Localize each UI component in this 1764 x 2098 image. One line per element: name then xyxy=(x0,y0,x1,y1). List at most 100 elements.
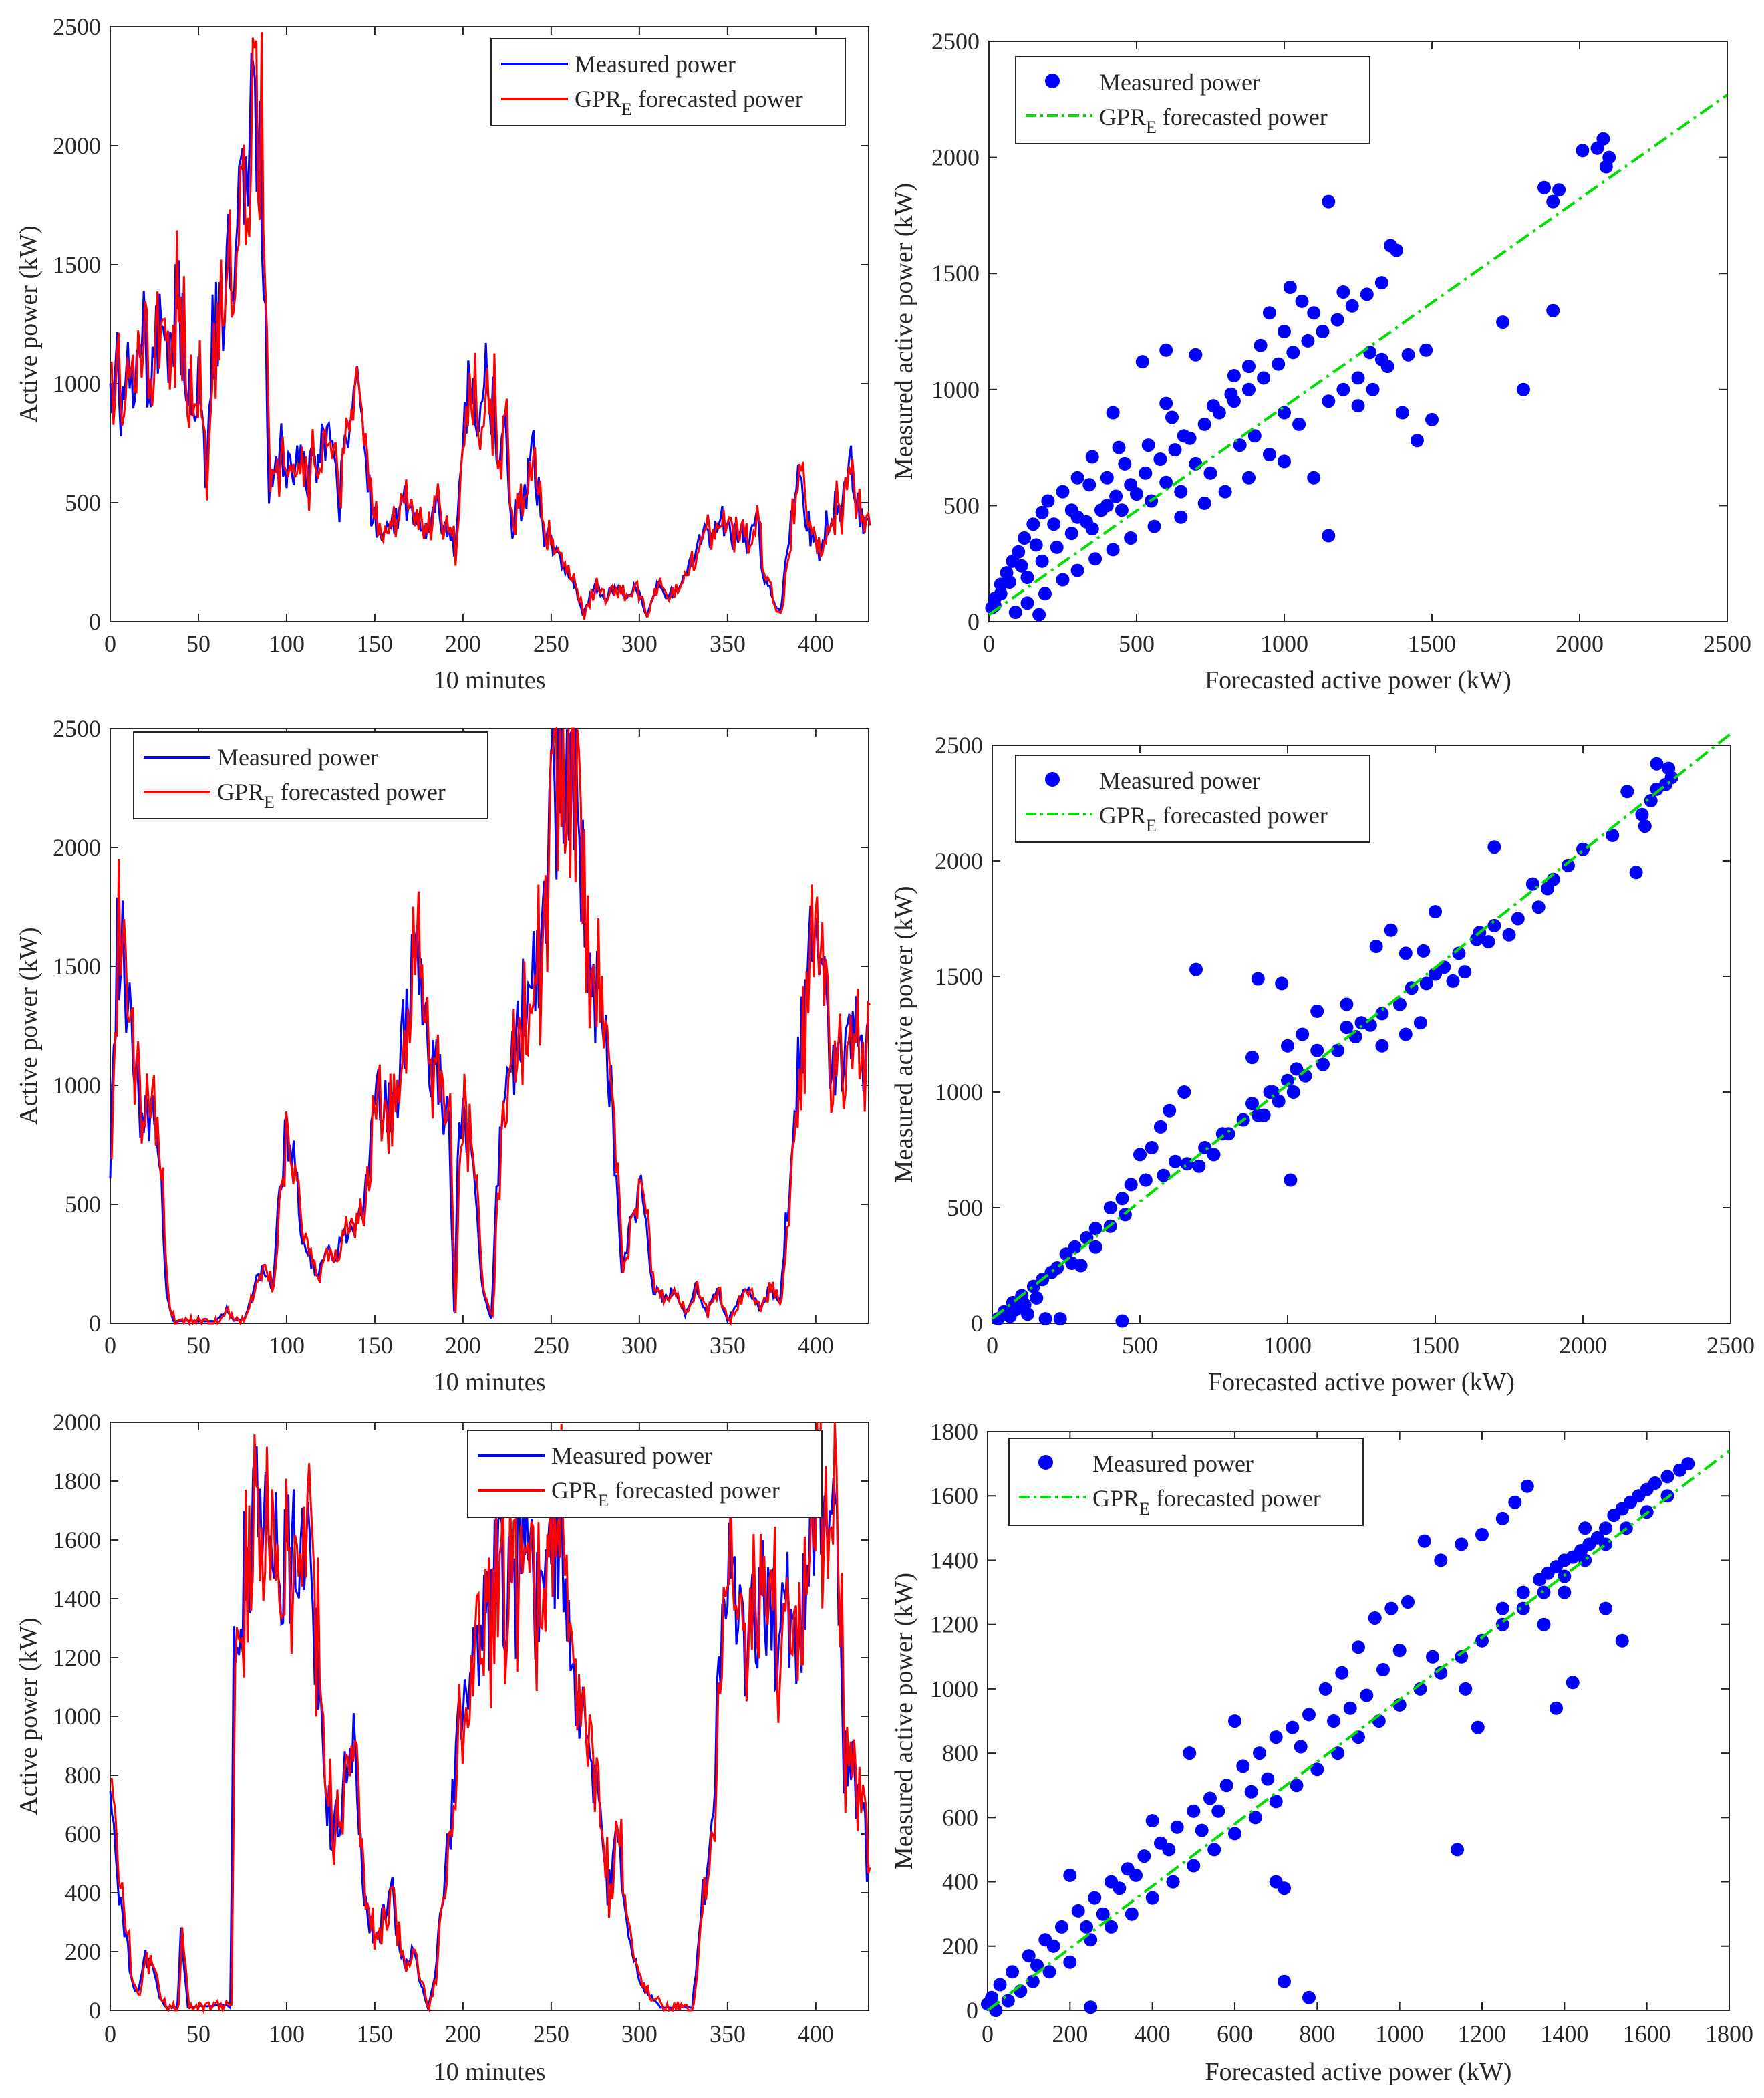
scatter-point xyxy=(1644,794,1658,807)
scatter-point xyxy=(1546,194,1560,209)
scatter-point xyxy=(1335,1666,1349,1680)
scatter-point xyxy=(1475,1633,1489,1648)
x-tick-label: 150 xyxy=(357,2020,393,2047)
scatter-point xyxy=(1263,1085,1277,1099)
x-tick-label: 0 xyxy=(983,630,995,657)
scatter-point xyxy=(1088,1891,1102,1905)
scatter-point xyxy=(1620,785,1634,799)
scatter-point xyxy=(1261,1772,1275,1786)
x-tick-label: 1000 xyxy=(1264,1332,1312,1359)
scatter-point xyxy=(1100,471,1114,485)
scatter-point xyxy=(1211,1804,1225,1818)
y-tick-label: 500 xyxy=(947,1194,983,1221)
scatter-point xyxy=(1345,299,1359,313)
scatter-point xyxy=(1254,338,1268,352)
scatter-point xyxy=(1129,1868,1143,1882)
scatter-point xyxy=(1112,440,1126,454)
scatter-point xyxy=(1531,900,1546,914)
x-tick-label: 250 xyxy=(533,630,569,657)
scatter-point xyxy=(1360,287,1374,301)
x-tick-label: 1400 xyxy=(1540,2020,1588,2047)
y-tick-label: 600 xyxy=(65,1821,101,1847)
scatter-point xyxy=(1596,132,1610,146)
scatter-point xyxy=(1056,573,1070,587)
scatter-point xyxy=(1429,905,1442,919)
scatter-point xyxy=(1550,1701,1563,1715)
y-tick-label: 2500 xyxy=(935,732,983,759)
scatter-point xyxy=(1038,1312,1052,1326)
measured-power-line xyxy=(109,1442,870,2012)
y-tick-label: 0 xyxy=(89,1997,101,2024)
scatter-point xyxy=(1042,1965,1056,1979)
scatter-point xyxy=(1139,1173,1153,1187)
x-tick-label: 300 xyxy=(621,1332,657,1359)
x-tick-label: 1000 xyxy=(1260,630,1308,657)
scatter-point xyxy=(1113,1881,1127,1895)
scatter-point xyxy=(1286,346,1300,360)
y-axis-label: Active power (kW) xyxy=(15,927,43,1124)
scatter-point xyxy=(1343,1701,1357,1715)
scatter-point xyxy=(1278,1974,1291,1988)
x-tick-label: 350 xyxy=(710,1332,746,1359)
scatter-point xyxy=(1245,1097,1259,1111)
scatter-point xyxy=(1541,882,1554,896)
x-tick-label: 400 xyxy=(798,1332,834,1359)
scatter-point xyxy=(1035,505,1049,519)
scatter-point xyxy=(1197,496,1211,510)
scatter-point xyxy=(1374,276,1388,290)
scatter-point xyxy=(1307,306,1321,320)
y-tick-label: 1000 xyxy=(931,376,980,403)
y-tick-label: 2500 xyxy=(53,13,101,40)
scatter-point xyxy=(1368,1611,1382,1625)
scatter-point xyxy=(1203,1791,1217,1805)
scatter-point xyxy=(1316,325,1330,338)
y-tick-label: 500 xyxy=(65,1191,101,1218)
y-tick-label: 2000 xyxy=(53,834,101,861)
scatter-point xyxy=(1475,1528,1489,1541)
scatter-point xyxy=(1281,1073,1294,1087)
x-tick-label: 200 xyxy=(1052,2020,1088,2047)
y-tick-label: 600 xyxy=(942,1804,978,1831)
scatter-point xyxy=(1055,1920,1068,1934)
scatter-point xyxy=(1124,531,1138,545)
scatter-point xyxy=(1599,160,1613,174)
scatter-point xyxy=(1166,1875,1180,1889)
legend-box xyxy=(1015,755,1370,843)
x-tick-label: 0 xyxy=(986,1332,998,1359)
y-tick-label: 1200 xyxy=(930,1611,978,1638)
scatter-point xyxy=(1020,571,1034,584)
scatter-point xyxy=(1018,531,1031,545)
scatter-point xyxy=(1301,334,1315,348)
scatter-point xyxy=(1198,1141,1212,1154)
scatter-point xyxy=(1088,1222,1102,1236)
scatter-point xyxy=(1070,563,1084,577)
y-tick-label: 1800 xyxy=(53,1468,101,1494)
scatter-point xyxy=(1082,478,1096,492)
scatter-point xyxy=(1147,519,1161,533)
y-axis-label: Active power (kW) xyxy=(15,1617,43,1815)
scatter-point xyxy=(1206,399,1220,413)
y-tick-label: 0 xyxy=(89,608,101,635)
scatter-point xyxy=(1038,587,1052,601)
scatter-point xyxy=(1278,1881,1291,1895)
scatter-point xyxy=(1660,1470,1674,1484)
scatter-point xyxy=(1650,757,1664,771)
scatter-point xyxy=(1419,976,1433,991)
scatter-point xyxy=(1310,1043,1324,1057)
legend-measured-label: Measured power xyxy=(575,51,736,78)
fit-line xyxy=(988,94,1729,616)
scatter-point xyxy=(1318,1682,1332,1696)
y-tick-label: 1000 xyxy=(53,370,101,397)
chart-panel-2: 0 500 1000 1500 2000 2500 0 500 1000 1500 2000 2500… xyxy=(882,0,1764,702)
scatter-point xyxy=(1035,554,1049,568)
chart-panel-5: 0 50 100 150 200 250 300 350 400 0 200 400 600 800 100… xyxy=(0,1404,882,2095)
scatter-point xyxy=(1417,1534,1431,1548)
scatter-point xyxy=(1375,1039,1389,1053)
x-tick-label: 100 xyxy=(269,1332,305,1359)
y-tick-label: 1500 xyxy=(931,260,980,287)
scatter-point xyxy=(1607,1509,1621,1523)
scatter-point xyxy=(1566,1676,1580,1690)
scatter-point xyxy=(1159,475,1173,489)
scatter-point xyxy=(1393,997,1407,1011)
scatter-point xyxy=(1310,1762,1324,1777)
